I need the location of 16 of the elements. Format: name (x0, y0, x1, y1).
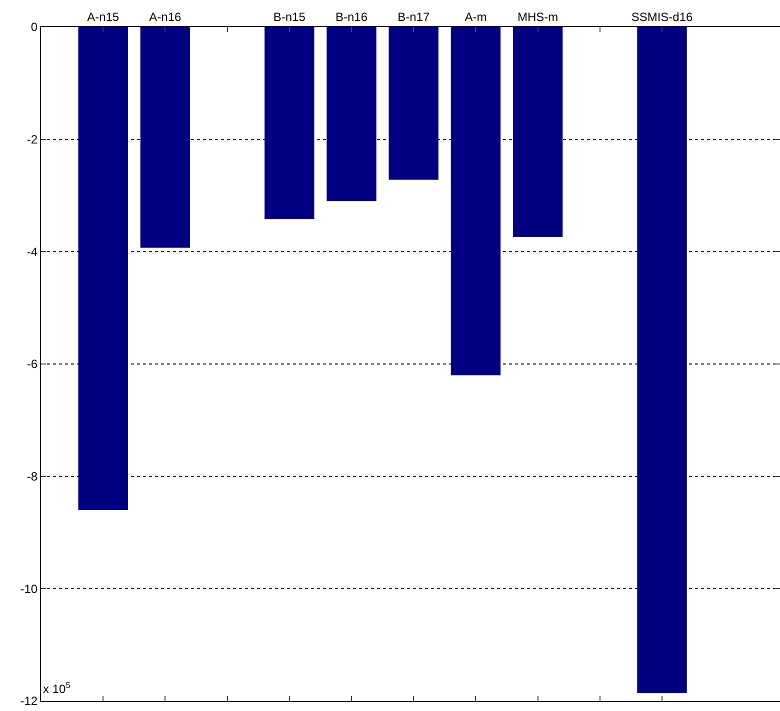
y-tick-label: -4 (26, 244, 38, 259)
y-tick-label: -12 (20, 694, 38, 708)
y-tick-label: -6 (26, 357, 38, 372)
x-tick-label: SSMIS-d16 (631, 10, 694, 24)
y-tick-label: -2 (26, 132, 38, 147)
x-tick-label: A-n15 (87, 10, 120, 24)
text: x 10$^{5}$ (43, 680, 71, 696)
y-tick-label: 0 (30, 20, 38, 34)
x-tick-label: A-m (464, 10, 487, 24)
y-tick-label: -10 (20, 582, 38, 596)
x-tick-label: B-n15 (273, 10, 306, 24)
x-tick-label: B-n17 (398, 10, 430, 24)
x-tick-label: B-n16 (335, 10, 368, 24)
x-tick-label: MHS-m (517, 10, 558, 24)
y-tick-label: -8 (26, 470, 38, 484)
x-tick-label: A-n16 (149, 10, 182, 24)
